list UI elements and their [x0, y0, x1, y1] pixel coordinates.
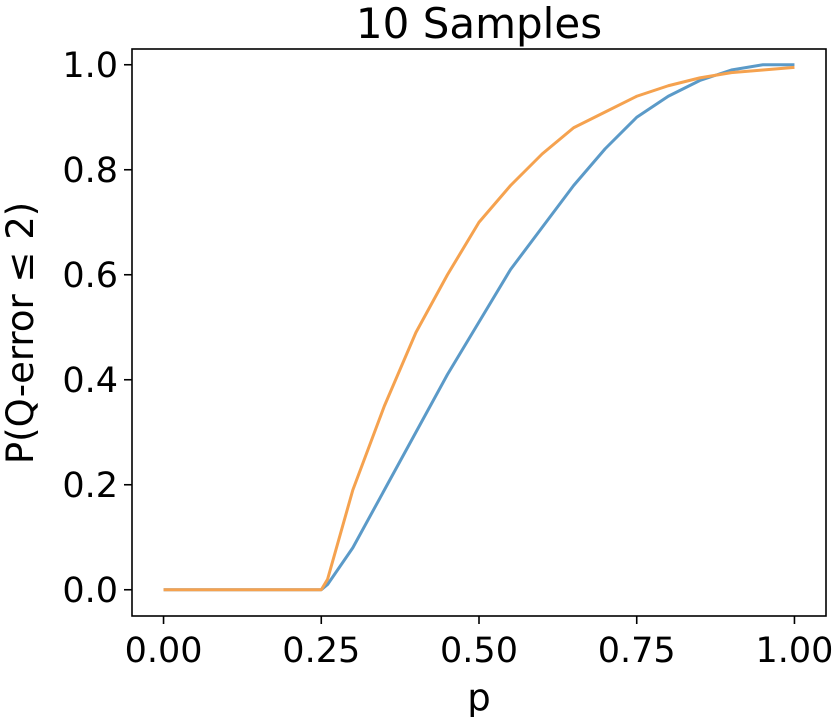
x-tick-label: 1.00	[755, 631, 833, 671]
x-tick-label: 0.50	[440, 631, 518, 671]
y-tick-label: 0.8	[62, 151, 118, 191]
chart-title: 10 Samples	[356, 0, 602, 48]
x-tick-label: 0.25	[282, 631, 360, 671]
y-axis-title: P(Q-error ≤ 2)	[0, 202, 42, 464]
plot-frame	[131, 48, 827, 617]
x-axis-title: p	[467, 676, 491, 717]
y-tick-label: 1.0	[62, 46, 118, 86]
y-tick-label: 0.4	[62, 361, 118, 401]
series-line-1	[163, 63, 795, 592]
y-tick-label: 0.0	[62, 571, 118, 611]
series-line-2	[163, 65, 795, 592]
y-axis: 0.0 0.2 0.4 0.6 0.8 1.0	[62, 46, 132, 611]
x-tick-label: 0.00	[125, 631, 203, 671]
x-tick-label: 0.75	[598, 631, 676, 671]
x-axis: 0.00 0.25 0.50 0.75 1.00	[125, 616, 833, 671]
plot-lines	[163, 63, 795, 592]
y-tick-label: 0.6	[62, 256, 118, 296]
y-tick-label: 0.2	[62, 466, 118, 506]
